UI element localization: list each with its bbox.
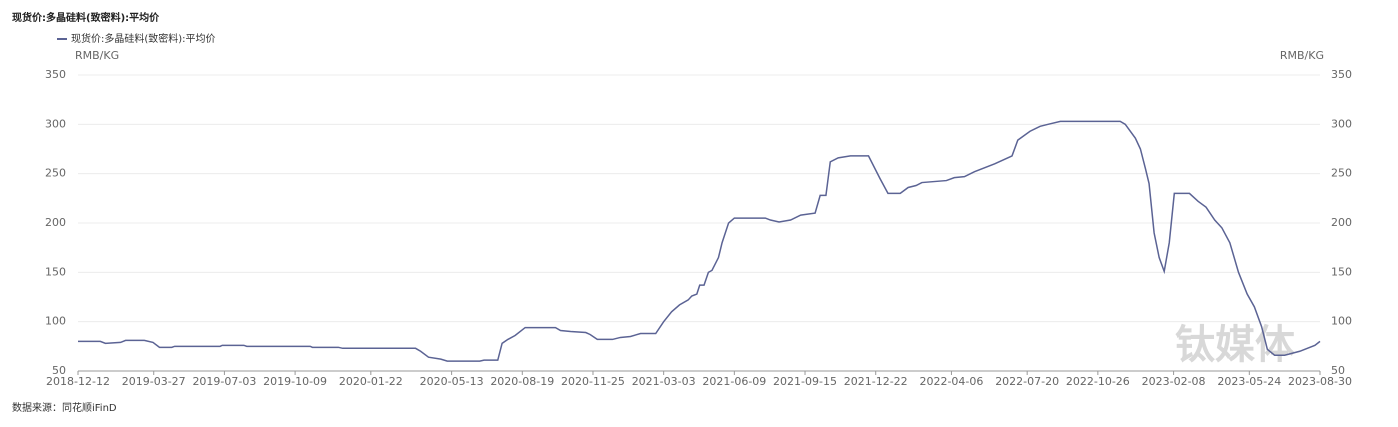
chart-title: 现货价:多晶硅料(致密料):平均价 bbox=[12, 11, 160, 24]
x-tick-label: 2021-03-03 bbox=[632, 375, 696, 388]
y-tick-label: 150 bbox=[45, 265, 66, 278]
x-tick-label: 2023-05-24 bbox=[1217, 375, 1281, 388]
x-tick-label: 2021-06-09 bbox=[702, 375, 766, 388]
x-tick-label: 2019-03-27 bbox=[122, 375, 186, 388]
x-tick-label: 2020-08-19 bbox=[490, 375, 554, 388]
y-tick-label: 200 bbox=[45, 216, 66, 229]
x-tick-label: 2020-11-25 bbox=[561, 375, 625, 388]
x-tick-label: 2020-05-13 bbox=[420, 375, 484, 388]
y2-tick-label: 150 bbox=[1331, 265, 1352, 278]
y-axis-label: RMB/KG bbox=[75, 49, 119, 62]
x-tick-label: 2022-04-06 bbox=[919, 375, 983, 388]
y-tick-label: 250 bbox=[45, 167, 66, 180]
x-tick-label: 2018-12-12 bbox=[46, 375, 110, 388]
source-note: 数据来源：同花顺iFinD bbox=[12, 401, 117, 414]
y2-tick-label: 200 bbox=[1331, 216, 1352, 229]
y2-tick-label: 350 bbox=[1331, 68, 1352, 81]
legend-label: 现货价:多晶硅料(致密料):平均价 bbox=[71, 32, 216, 45]
watermark: 钛媒体 bbox=[1175, 322, 1295, 368]
y-tick-label: 300 bbox=[45, 117, 66, 130]
y2-tick-label: 250 bbox=[1331, 167, 1352, 180]
y2-axis-label: RMB/KG bbox=[1280, 49, 1324, 62]
y-tick-label: 50 bbox=[52, 364, 66, 377]
x-tick-label: 2022-10-26 bbox=[1066, 375, 1130, 388]
x-tick-label: 2020-01-22 bbox=[339, 375, 403, 388]
x-tick-label: 2021-09-15 bbox=[773, 375, 837, 388]
y2-tick-label: 50 bbox=[1331, 364, 1345, 377]
x-tick-label: 2019-07-03 bbox=[192, 375, 256, 388]
y-tick-label: 100 bbox=[45, 315, 66, 328]
y2-tick-label: 300 bbox=[1331, 117, 1352, 130]
x-tick-label: 2022-07-20 bbox=[995, 375, 1059, 388]
series-line bbox=[78, 120, 1321, 362]
y-tick-label: 350 bbox=[45, 68, 66, 81]
x-tick-label: 2019-10-09 bbox=[263, 375, 327, 388]
y2-tick-label: 100 bbox=[1331, 315, 1352, 328]
x-tick-label: 2023-08-30 bbox=[1288, 375, 1352, 388]
x-tick-label: 2023-02-08 bbox=[1142, 375, 1206, 388]
x-tick-label: 2021-12-22 bbox=[844, 375, 908, 388]
